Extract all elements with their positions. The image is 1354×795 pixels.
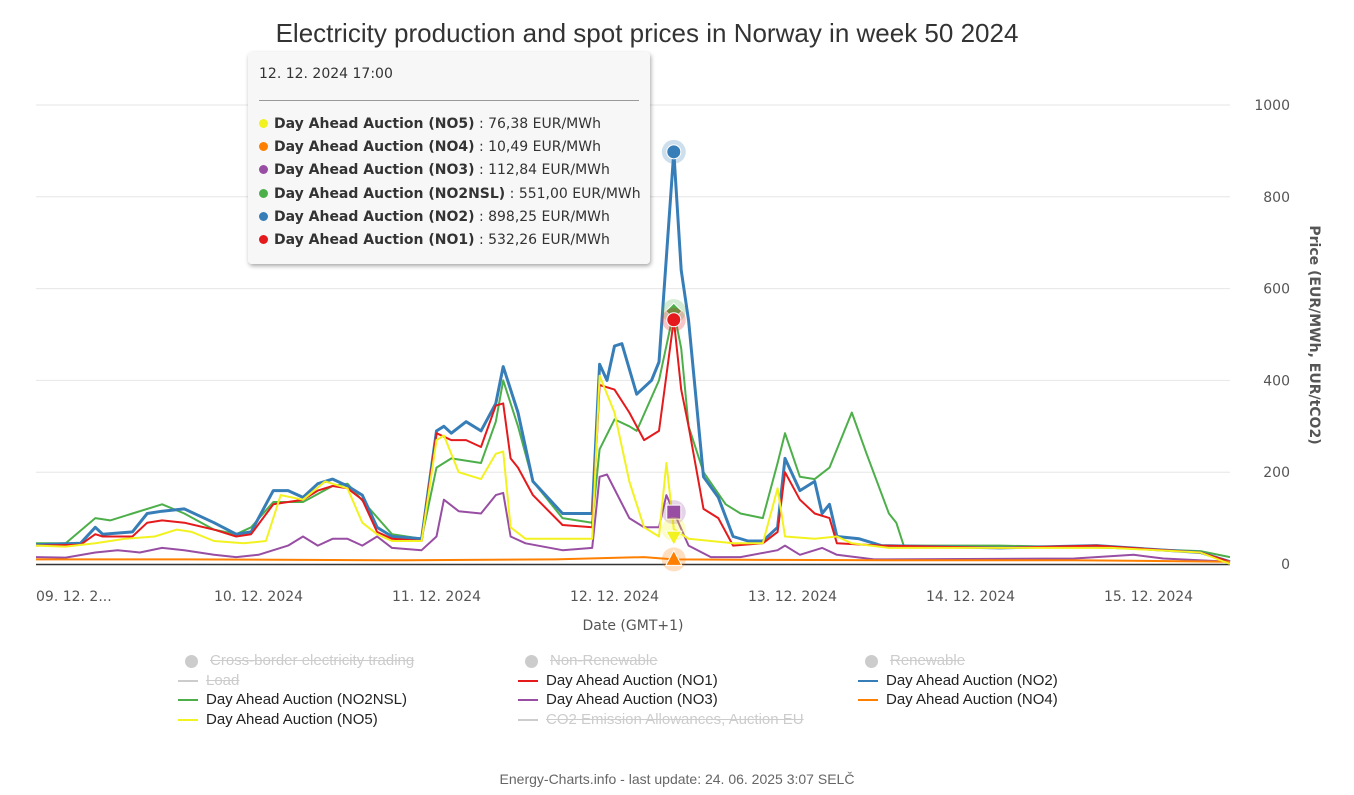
- legend-item[interactable]: Renewable: [865, 652, 965, 669]
- x-axis-title: Date (GMT+1): [583, 618, 684, 634]
- tooltip-series-name: Day Ahead Auction (NO2): [274, 208, 475, 225]
- x-tick-label: 14. 12. 2024: [926, 589, 1015, 605]
- tooltip-series-name: Day Ahead Auction (NO5): [274, 116, 475, 132]
- marker-no5: [664, 530, 683, 547]
- legend-label: CO2 Emission Allowances, Auction EU: [546, 710, 804, 728]
- legend-item[interactable]: Day Ahead Auction (NO2NSL): [178, 691, 407, 708]
- legend-label: Cross-border electricity trading: [210, 652, 415, 669]
- marker-no1: [666, 312, 682, 328]
- chart-title: Electricity production and spot prices i…: [275, 18, 1019, 48]
- tooltip-divider: [259, 100, 639, 101]
- legend-dot-icon: [525, 654, 538, 668]
- legend-label: Day Ahead Auction (NO2NSL): [206, 691, 407, 708]
- series-dot-icon: [259, 142, 268, 152]
- x-tick-label: 09. 12. 2...: [36, 589, 112, 605]
- tooltip-value: : 10,49 EUR/MWh: [478, 139, 601, 156]
- tooltip-series-name: Day Ahead Auction (NO1): [274, 232, 475, 248]
- legend-line-icon: [518, 699, 538, 702]
- footer-credit: Energy-Charts.info - last update: 24. 06…: [499, 771, 855, 787]
- tooltip-value: : 532,26 EUR/MWh: [478, 232, 610, 248]
- series-dot-icon: [259, 119, 268, 128]
- legend-item[interactable]: Day Ahead Auction (NO3): [518, 691, 718, 708]
- legend-label: Load: [206, 671, 240, 689]
- x-tick-label: 10. 12. 2024: [214, 589, 303, 605]
- y-tick-label: 800: [1263, 190, 1290, 206]
- legend-label: Day Ahead Auction (NO4): [886, 691, 1058, 708]
- tooltip-series-name: Day Ahead Auction (NO2NSL): [274, 185, 506, 202]
- legend-item[interactable]: Day Ahead Auction (NO4): [858, 691, 1058, 708]
- legend-item[interactable]: Day Ahead Auction (NO2): [858, 672, 1058, 689]
- y-tick-label: 400: [1263, 373, 1290, 389]
- tooltip-value: : 76,38 EUR/MWh: [478, 116, 601, 132]
- x-tick-label: 11. 12. 2024: [392, 589, 481, 605]
- series-line-no2nsl: [36, 310, 1231, 559]
- y-tick-label: 200: [1263, 465, 1290, 481]
- legend-item[interactable]: Day Ahead Auction (NO5): [178, 711, 378, 728]
- tooltip-series-name: Day Ahead Auction (NO3): [274, 162, 475, 179]
- series-line-no5: [35, 374, 1231, 565]
- tooltip-row: Day Ahead Auction (NO4) : 10,49 EUR/MWh: [259, 139, 601, 155]
- marker-no2: [666, 144, 682, 160]
- legend-label: Day Ahead Auction (NO5): [206, 710, 378, 728]
- x-tick-label: 15. 12. 2024: [1104, 589, 1193, 605]
- tooltip-series-name: Day Ahead Auction (NO4): [274, 139, 475, 156]
- tooltip-value: : 112,84 EUR/MWh: [478, 162, 610, 179]
- series-dot-icon: [259, 188, 268, 198]
- series-dot-icon: [259, 235, 268, 244]
- tooltip-date: 12. 12. 2024 17:00: [259, 66, 393, 82]
- legend-item[interactable]: Cross-border electricity trading: [185, 652, 414, 669]
- legend-label: Renewable: [890, 652, 966, 669]
- series-line-no1: [35, 318, 1231, 563]
- series-dot-icon: [259, 211, 268, 221]
- legend-line-icon: [858, 679, 878, 682]
- series-line-no4: [36, 556, 1231, 563]
- legend-item[interactable]: CO2 Emission Allowances, Auction EU: [518, 711, 804, 728]
- legend-line-icon: [178, 718, 198, 721]
- series-line-no2: [35, 150, 1231, 564]
- tooltip-row: Day Ahead Auction (NO5) : 76,38 EUR/MWh: [259, 116, 601, 132]
- marker-no3: [666, 504, 682, 520]
- tooltip: 12. 12. 2024 17:00 Day Ahead Auction (NO…: [248, 52, 650, 264]
- legend-item[interactable]: Day Ahead Auction (NO1): [518, 672, 718, 689]
- series-line-no3: [35, 473, 1231, 563]
- legend-line-icon: [178, 699, 198, 702]
- y-tick-label: 600: [1263, 282, 1290, 298]
- series-dot-icon: [259, 165, 268, 175]
- legend-dot-icon: [865, 654, 878, 668]
- tooltip-row: Day Ahead Auction (NO2) : 898,25 EUR/MWh: [259, 209, 610, 225]
- y-tick-label: 1000: [1254, 98, 1290, 114]
- tooltip-row: Day Ahead Auction (NO1) : 532,26 EUR/MWh: [259, 232, 610, 248]
- y-tick-label: 0: [1281, 557, 1290, 573]
- marker-no4: [664, 549, 683, 566]
- legend-dot-icon: [185, 654, 198, 668]
- tooltip-row: Day Ahead Auction (NO3) : 112,84 EUR/MWh: [259, 162, 610, 178]
- legend-label: Day Ahead Auction (NO2): [886, 671, 1058, 689]
- legend-line-icon: [518, 679, 538, 682]
- tooltip-value: : 551,00 EUR/MWh: [509, 185, 641, 202]
- legend-item[interactable]: Load: [178, 672, 239, 689]
- legend-label: Day Ahead Auction (NO1): [546, 671, 718, 689]
- legend-line-icon: [858, 699, 878, 702]
- legend-line-icon: [518, 718, 538, 721]
- x-tick-label: 13. 12. 2024: [748, 589, 837, 605]
- x-tick-label: 12. 12. 2024: [570, 589, 659, 605]
- legend-label: Non-Renewable: [550, 652, 658, 669]
- legend-item[interactable]: Non-Renewable: [525, 652, 658, 669]
- legend-line-icon: [178, 679, 198, 682]
- legend-label: Day Ahead Auction (NO3): [546, 691, 718, 708]
- y-axis-title: Price (EUR/MWh, EUR/tCO2): [1306, 225, 1322, 444]
- tooltip-value: : 898,25 EUR/MWh: [478, 208, 610, 225]
- tooltip-row: Day Ahead Auction (NO2NSL) : 551,00 EUR/…: [259, 186, 641, 202]
